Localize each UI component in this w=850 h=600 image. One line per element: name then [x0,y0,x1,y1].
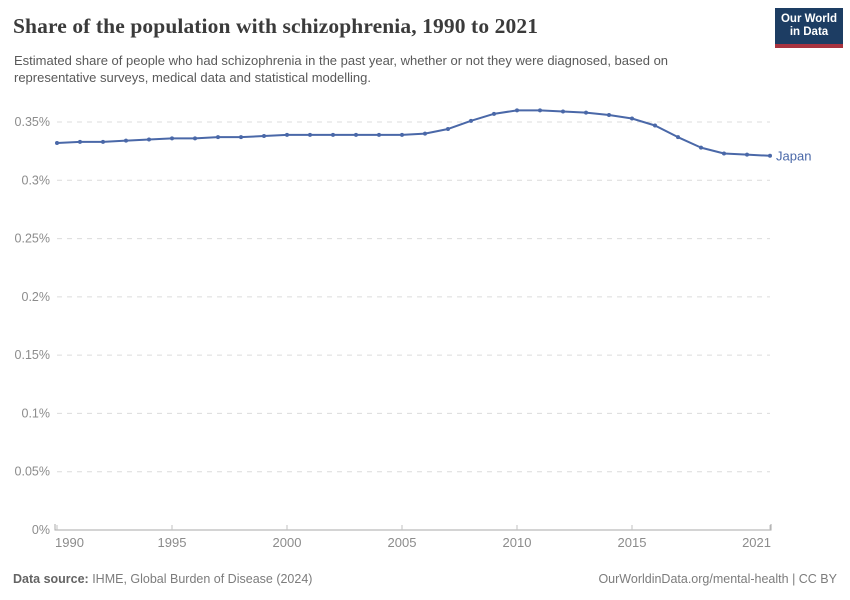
data-point-marker [699,145,703,150]
attribution: OurWorldinData.org/mental-health | CC BY [598,572,837,586]
data-point-marker [722,151,726,156]
data-point-marker [515,108,519,113]
data-point-marker [423,131,427,136]
y-axis-tick-label: 0.35% [15,115,50,129]
x-axis-tick-label: 1995 [158,535,187,550]
x-axis-tick-label: 1990 [55,535,84,550]
data-point-marker [101,139,105,144]
y-axis-tick-label: 0.1% [22,406,51,420]
x-axis-tick-label: 2021 [742,535,771,550]
data-point-marker [308,132,312,137]
data-point-marker [745,152,749,157]
data-point-marker [584,110,588,115]
data-point-marker [170,136,174,141]
data-point-marker [607,113,611,118]
data-point-marker [492,111,496,116]
data-point-marker [630,116,634,121]
data-point-marker [55,140,59,145]
data-point-marker [285,132,289,137]
data-point-marker [354,132,358,137]
data-point-marker [262,133,266,138]
data-point-marker [239,135,243,140]
data-point-marker [147,137,151,142]
x-axis-tick-label: 2015 [618,535,647,550]
data-point-marker [469,118,473,123]
data-point-marker [676,135,680,140]
y-axis-tick-label: 0% [32,523,50,537]
owid-logo-line1: Our World [780,12,837,25]
x-axis-tick-label: 2010 [503,535,532,550]
x-axis-tick-label: 2005 [388,535,417,550]
y-axis-tick-label: 0.25% [15,232,50,246]
data-point-marker [653,123,657,128]
data-point-marker [538,108,542,113]
chart-subtitle: Estimated share of people who had schizo… [14,53,669,85]
page-title: Share of the population with schizophren… [13,14,539,38]
data-point-marker [561,109,565,114]
x-axis-line [54,524,772,531]
data-point-marker [193,136,197,141]
data-point-marker [446,126,450,131]
data-point-marker [124,138,128,143]
y-axis-tick-label: 0.2% [22,290,51,304]
data-point-marker [216,135,220,140]
owid-logo-line2: in Data [789,26,829,38]
data-source-label: Data source: [13,572,89,586]
y-axis-tick-label: 0.05% [15,465,50,479]
owid-logo: Our World in Data [775,8,843,48]
data-source-value: IHME, Global Burden of Disease (2024) [88,572,313,586]
x-axis-tick-label: 2000 [273,535,302,550]
data-point-marker [78,139,82,144]
data-point-marker [768,153,772,158]
y-axis-tick-label: 0.15% [15,348,50,362]
y-axis-tick-label: 0.3% [22,173,51,187]
data-point-marker [331,132,335,137]
data-point-marker [377,132,381,137]
series-entity-label: Japan [776,148,811,163]
chart-footer: Data source: IHME, Global Burden of Dise… [13,572,837,586]
data-source: Data source: IHME, Global Burden of Dise… [13,572,312,586]
data-point-marker [400,132,404,137]
japan-line-series [56,109,771,157]
